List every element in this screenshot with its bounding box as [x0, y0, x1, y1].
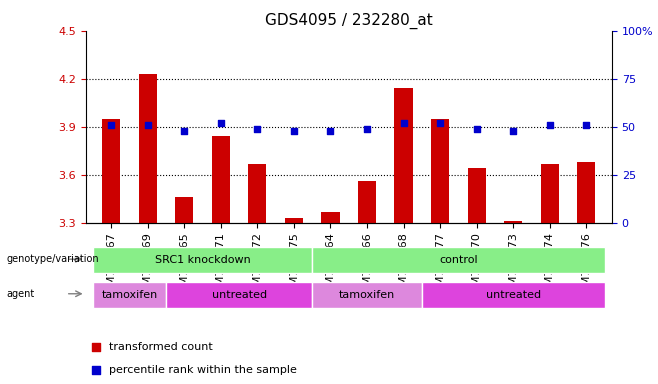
Point [325, 127, 336, 134]
Text: agent: agent [7, 289, 35, 299]
Bar [248, 164, 266, 223]
Text: tamoxifen: tamoxifen [101, 290, 157, 300]
Point [179, 127, 190, 134]
FancyBboxPatch shape [93, 247, 312, 273]
Point [545, 122, 555, 128]
Bar [431, 119, 449, 223]
Text: SRC1 knockdown: SRC1 knockdown [155, 255, 251, 265]
Bar [102, 119, 120, 223]
Point [508, 127, 519, 134]
Bar [577, 162, 595, 223]
Point [398, 120, 409, 126]
Point [439, 221, 449, 227]
FancyBboxPatch shape [312, 247, 605, 273]
Text: genotype/variation: genotype/variation [7, 254, 99, 264]
Text: transformed count: transformed count [109, 341, 213, 352]
Point [106, 122, 116, 128]
Bar [175, 197, 193, 223]
Text: percentile rank within the sample: percentile rank within the sample [109, 364, 297, 375]
Text: untreated: untreated [486, 290, 541, 300]
Bar [358, 181, 376, 223]
Bar [504, 221, 522, 223]
Point [435, 120, 445, 126]
Point [471, 126, 482, 132]
Bar [468, 168, 486, 223]
FancyBboxPatch shape [312, 282, 422, 308]
Point [216, 120, 226, 126]
Text: untreated: untreated [211, 290, 266, 300]
Bar [541, 164, 559, 223]
Bar [394, 88, 413, 223]
Title: GDS4095 / 232280_at: GDS4095 / 232280_at [265, 13, 432, 29]
Text: control: control [439, 255, 478, 265]
Point [289, 127, 299, 134]
Bar [321, 212, 340, 223]
FancyBboxPatch shape [93, 282, 166, 308]
Bar [212, 136, 230, 223]
Point [252, 126, 263, 132]
Point [362, 126, 372, 132]
Bar [285, 218, 303, 223]
Point [581, 122, 592, 128]
FancyBboxPatch shape [422, 282, 605, 308]
Point [142, 122, 153, 128]
Point [439, 12, 449, 18]
Text: tamoxifen: tamoxifen [339, 290, 395, 300]
FancyBboxPatch shape [166, 282, 312, 308]
Bar [139, 74, 157, 223]
